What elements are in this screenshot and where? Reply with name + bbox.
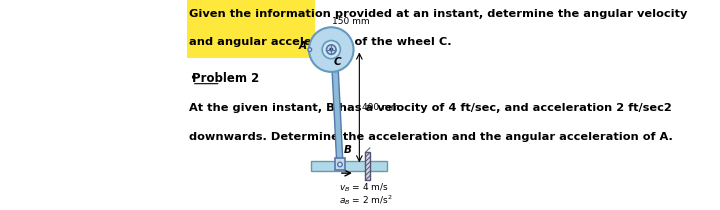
Circle shape [308,48,312,51]
Text: At the given instant, B has a velocity of 4 ft/sec, and acceleration 2 ft/sec2: At the given instant, B has a velocity o… [189,103,672,113]
Text: •: • [189,72,196,85]
Text: Given the information provided at an instant, determine the angular velocity: Given the information provided at an ins… [189,9,687,19]
Circle shape [326,45,336,54]
FancyBboxPatch shape [186,0,315,58]
Text: $a_B$ = 2 m/s$^2$: $a_B$ = 2 m/s$^2$ [339,193,393,207]
Text: $v_B$ = 4 m/s: $v_B$ = 4 m/s [339,182,389,194]
Text: A: A [299,42,307,51]
Text: C: C [333,58,341,67]
Circle shape [322,41,341,59]
Bar [310,161,387,171]
Bar [335,159,346,171]
Text: Problem 2: Problem 2 [192,72,259,85]
Text: B: B [343,145,351,155]
Circle shape [338,162,342,167]
Circle shape [330,48,333,51]
Text: downwards. Determine the acceleration and the angular acceleration of A.: downwards. Determine the acceleration an… [189,132,672,142]
Circle shape [309,27,354,72]
Text: 400 mm: 400 mm [362,103,400,112]
Polygon shape [332,71,343,165]
Text: 150 mm: 150 mm [333,17,370,26]
Bar [365,152,370,180]
Text: and angular acceleration of the wheel C.: and angular acceleration of the wheel C. [189,37,451,47]
